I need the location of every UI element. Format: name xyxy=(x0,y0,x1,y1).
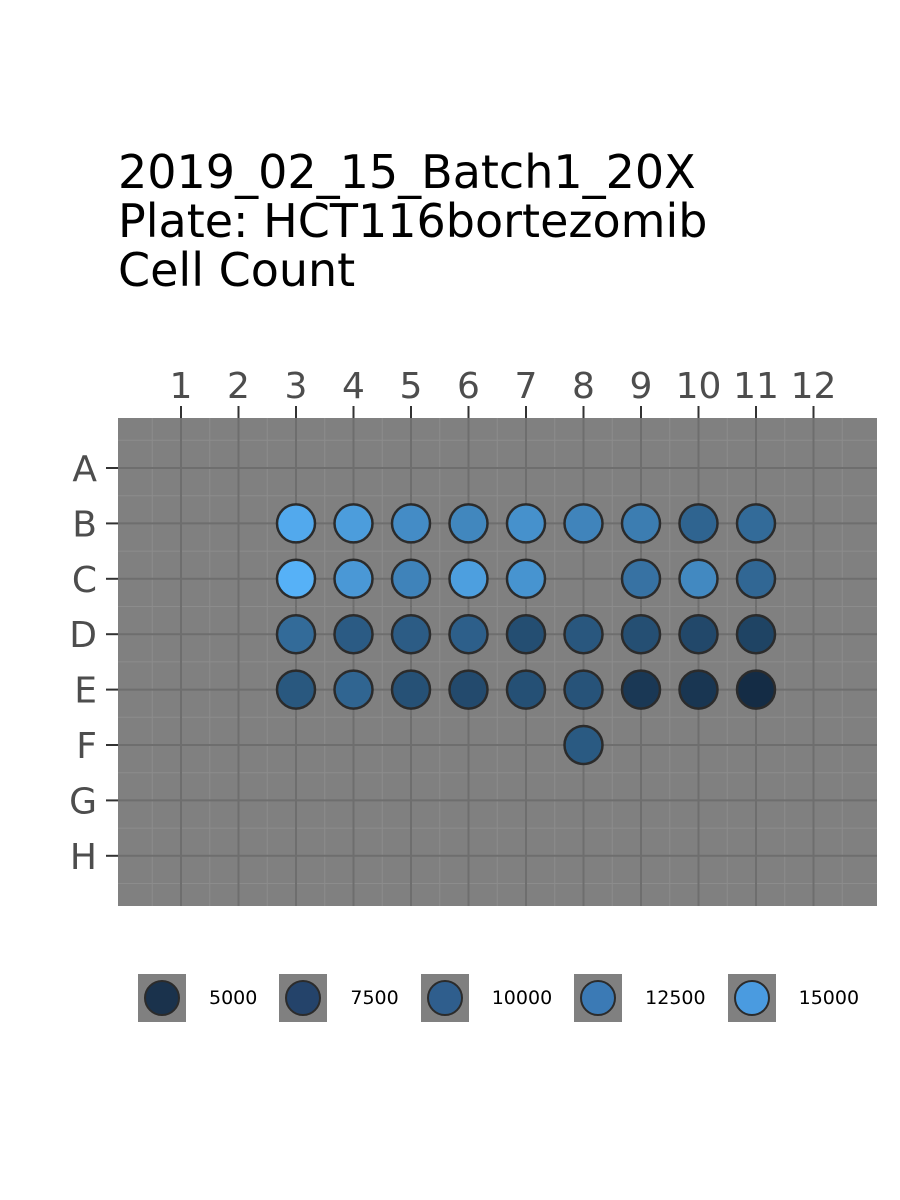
well-F8 xyxy=(563,724,604,766)
legend-item: 7500 xyxy=(279,974,420,1022)
legend-label: 12500 xyxy=(645,987,706,1009)
x-axis-tick-label: 6 xyxy=(457,366,480,407)
well-B3 xyxy=(275,503,317,544)
well-C10 xyxy=(678,558,719,600)
well-D8 xyxy=(563,613,604,655)
major-grid xyxy=(118,418,877,906)
well-B4 xyxy=(333,503,374,544)
well-E8 xyxy=(563,669,604,710)
well-E10 xyxy=(678,669,719,710)
well-B8 xyxy=(563,503,604,544)
well-B6 xyxy=(448,503,489,544)
well-B9 xyxy=(620,503,662,544)
x-axis-tick-label: 5 xyxy=(400,366,423,407)
legend-item: 5000 xyxy=(138,974,279,1022)
well-B7 xyxy=(505,503,547,544)
x-axis-tick-label: 12 xyxy=(791,366,837,407)
well-E3 xyxy=(275,669,317,710)
legend-swatch xyxy=(426,980,463,1016)
y-axis-tick-label: B xyxy=(72,504,97,545)
well-E11 xyxy=(735,669,777,710)
y-axis-tick-label: G xyxy=(69,781,97,822)
well-D10 xyxy=(678,613,719,655)
legend-key xyxy=(420,974,469,1022)
well-B10 xyxy=(678,503,719,544)
well-D3 xyxy=(275,613,317,655)
x-axis-tick-label: 7 xyxy=(515,366,538,407)
x-axis-tick-label: 8 xyxy=(572,366,595,407)
legend-label: 10000 xyxy=(491,987,553,1009)
title-metric: Cell Count xyxy=(118,243,356,297)
well-E9 xyxy=(620,669,662,710)
y-axis-tick-label: A xyxy=(72,449,97,490)
x-axis-tick-label: 2 xyxy=(227,366,250,407)
well-B5 xyxy=(390,503,432,544)
well-D7 xyxy=(505,613,547,655)
well-D6 xyxy=(448,613,489,655)
legend-item: 12500 xyxy=(574,974,727,1022)
well-E4 xyxy=(333,669,374,710)
legend-key xyxy=(727,974,776,1022)
x-axis-tick-label: 9 xyxy=(630,366,653,407)
legend-swatch xyxy=(580,980,617,1016)
well-C6 xyxy=(448,558,489,600)
legend-label: 15000 xyxy=(798,987,860,1009)
well-C4 xyxy=(333,558,374,600)
x-axis-tick-label: 3 xyxy=(285,366,308,407)
legend-item: 10000 xyxy=(420,974,574,1022)
well-C7 xyxy=(505,558,547,600)
x-axis-tick-label: 1 xyxy=(170,366,193,407)
legend-key xyxy=(138,974,186,1022)
legend-label: 7500 xyxy=(350,987,399,1009)
wells xyxy=(275,503,777,766)
well-D5 xyxy=(390,613,432,655)
well-C11 xyxy=(735,558,777,600)
y-axis-tick-label: H xyxy=(70,837,97,878)
legend-swatch xyxy=(144,980,180,1016)
chart-title: 2019_02_15_Batch1_20X Plate: HCT116borte… xyxy=(118,148,707,295)
y-axis-tick-label: F xyxy=(76,726,97,767)
well-D11 xyxy=(735,613,777,655)
minor-grid xyxy=(118,418,877,906)
legend-swatch xyxy=(285,980,322,1016)
well-E6 xyxy=(448,669,489,710)
well-C9 xyxy=(620,558,662,600)
legend-swatch xyxy=(733,980,770,1016)
legend-item: 15000 xyxy=(727,974,881,1022)
title-plate-name: Plate: HCT116bortezomib xyxy=(118,194,708,248)
x-axis-tick-label: 11 xyxy=(733,366,779,407)
well-B11 xyxy=(735,503,777,544)
well-D9 xyxy=(620,613,662,655)
y-axis-tick-label: D xyxy=(69,615,97,656)
well-C3 xyxy=(275,558,317,600)
legend-key xyxy=(279,974,328,1022)
well-D4 xyxy=(333,613,374,655)
legend-key xyxy=(574,974,623,1022)
well-E7 xyxy=(505,669,547,710)
well-E5 xyxy=(390,669,432,710)
well-C5 xyxy=(390,558,432,600)
y-axis-tick-label: E xyxy=(74,671,97,712)
title-run-name: 2019_02_15_Batch1_20X xyxy=(118,145,696,199)
color-legend: 5000 7500 10000 12500 15000 xyxy=(138,974,881,1022)
x-axis-tick-label: 10 xyxy=(676,366,722,407)
x-axis-tick-label: 4 xyxy=(342,366,365,407)
legend-label: 5000 xyxy=(209,987,258,1009)
y-axis-tick-label: C xyxy=(72,560,97,601)
